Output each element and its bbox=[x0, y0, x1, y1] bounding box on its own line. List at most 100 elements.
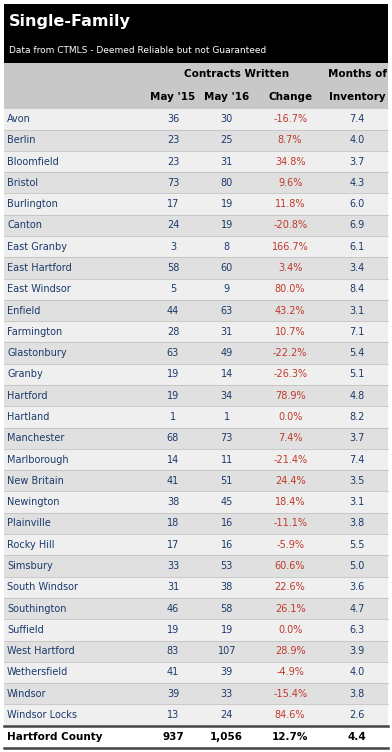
Text: 8.4: 8.4 bbox=[350, 284, 365, 294]
Text: 36: 36 bbox=[167, 114, 179, 124]
Text: 4.3: 4.3 bbox=[350, 177, 365, 188]
Text: 30: 30 bbox=[221, 114, 233, 124]
Text: -26.3%: -26.3% bbox=[273, 369, 307, 380]
Text: Inventory: Inventory bbox=[329, 92, 386, 102]
Text: 1,056: 1,056 bbox=[210, 732, 243, 742]
Bar bbox=[4, 577, 388, 598]
Text: 3.1: 3.1 bbox=[350, 497, 365, 507]
Text: Manchester: Manchester bbox=[7, 433, 64, 443]
Text: 9.6%: 9.6% bbox=[278, 177, 302, 188]
Text: South Windsor: South Windsor bbox=[7, 582, 78, 593]
Text: Single-Family: Single-Family bbox=[9, 14, 131, 29]
Text: 6.1: 6.1 bbox=[350, 241, 365, 252]
Text: Glastonbury: Glastonbury bbox=[7, 348, 67, 358]
Text: -20.8%: -20.8% bbox=[273, 220, 307, 230]
Text: 3.4: 3.4 bbox=[350, 263, 365, 273]
Text: 107: 107 bbox=[218, 646, 236, 656]
Text: May '15: May '15 bbox=[150, 92, 196, 102]
Text: Data from CTMLS - Deemed Reliable but not Guaranteed: Data from CTMLS - Deemed Reliable but no… bbox=[9, 47, 266, 55]
Text: Plainville: Plainville bbox=[7, 518, 51, 529]
Text: 14: 14 bbox=[221, 369, 233, 380]
Text: Farmington: Farmington bbox=[7, 327, 62, 337]
Text: 22.6%: 22.6% bbox=[275, 582, 305, 593]
Text: 7.4: 7.4 bbox=[350, 454, 365, 465]
Text: East Hartford: East Hartford bbox=[7, 263, 72, 273]
Text: 1: 1 bbox=[224, 412, 230, 422]
Text: 3.8: 3.8 bbox=[350, 518, 365, 529]
Text: 9: 9 bbox=[224, 284, 230, 294]
Bar bbox=[4, 172, 388, 193]
Text: Rocky Hill: Rocky Hill bbox=[7, 540, 54, 550]
Text: 3.5: 3.5 bbox=[350, 476, 365, 486]
Text: 73: 73 bbox=[221, 433, 233, 443]
Bar bbox=[4, 492, 388, 513]
Text: 17: 17 bbox=[167, 199, 179, 209]
Text: 3.8: 3.8 bbox=[350, 689, 365, 699]
Text: 83: 83 bbox=[167, 646, 179, 656]
Text: 4.7: 4.7 bbox=[350, 604, 365, 614]
Text: -4.9%: -4.9% bbox=[276, 668, 304, 678]
Text: 2.6: 2.6 bbox=[350, 710, 365, 720]
Bar bbox=[4, 151, 388, 172]
Text: 6.0: 6.0 bbox=[350, 199, 365, 209]
Text: -5.9%: -5.9% bbox=[276, 540, 304, 550]
Text: 24: 24 bbox=[167, 220, 179, 230]
Bar bbox=[4, 385, 388, 406]
Text: 18: 18 bbox=[167, 518, 179, 529]
Text: 73: 73 bbox=[167, 177, 179, 188]
Text: Hartford: Hartford bbox=[7, 391, 47, 401]
Text: 33: 33 bbox=[221, 689, 233, 699]
Text: 24.4%: 24.4% bbox=[275, 476, 305, 486]
Bar bbox=[4, 86, 388, 108]
Text: 4.0: 4.0 bbox=[350, 668, 365, 678]
Bar bbox=[4, 641, 388, 662]
Text: 3.6: 3.6 bbox=[350, 582, 365, 593]
Text: -22.2%: -22.2% bbox=[273, 348, 307, 358]
Text: 18.4%: 18.4% bbox=[275, 497, 305, 507]
Text: 45: 45 bbox=[221, 497, 233, 507]
Text: 25: 25 bbox=[220, 135, 233, 145]
Text: 19: 19 bbox=[167, 391, 179, 401]
Text: 3.4%: 3.4% bbox=[278, 263, 302, 273]
Text: Newington: Newington bbox=[7, 497, 60, 507]
Text: 58: 58 bbox=[221, 604, 233, 614]
Text: 1: 1 bbox=[170, 412, 176, 422]
Text: 34: 34 bbox=[221, 391, 233, 401]
Text: 19: 19 bbox=[221, 625, 233, 635]
Bar bbox=[4, 683, 388, 705]
Text: 58: 58 bbox=[167, 263, 179, 273]
Bar bbox=[4, 470, 388, 492]
Text: 41: 41 bbox=[167, 476, 179, 486]
Text: 24: 24 bbox=[221, 710, 233, 720]
Bar bbox=[4, 4, 388, 38]
Text: Canton: Canton bbox=[7, 220, 42, 230]
Text: 23: 23 bbox=[167, 156, 179, 166]
Text: 6.3: 6.3 bbox=[350, 625, 365, 635]
Text: 46: 46 bbox=[167, 604, 179, 614]
Text: 44: 44 bbox=[167, 305, 179, 316]
Text: 31: 31 bbox=[221, 327, 233, 337]
Bar bbox=[4, 534, 388, 556]
Bar bbox=[4, 38, 388, 63]
Bar bbox=[4, 278, 388, 300]
Text: Hartland: Hartland bbox=[7, 412, 49, 422]
Text: Hartford County: Hartford County bbox=[7, 732, 103, 742]
Text: 39: 39 bbox=[167, 689, 179, 699]
Text: -15.4%: -15.4% bbox=[273, 689, 307, 699]
Text: 41: 41 bbox=[167, 668, 179, 678]
Text: Wethersfield: Wethersfield bbox=[7, 668, 68, 678]
Text: 51: 51 bbox=[221, 476, 233, 486]
Bar bbox=[4, 300, 388, 321]
Text: Change: Change bbox=[268, 92, 312, 102]
Bar bbox=[4, 619, 388, 641]
Text: 53: 53 bbox=[221, 561, 233, 571]
Bar bbox=[4, 321, 388, 342]
Text: 0.0%: 0.0% bbox=[278, 625, 302, 635]
Text: 3.7: 3.7 bbox=[350, 433, 365, 443]
Text: East Granby: East Granby bbox=[7, 241, 67, 252]
Text: 5.5: 5.5 bbox=[350, 540, 365, 550]
Text: 4.8: 4.8 bbox=[350, 391, 365, 401]
Text: 31: 31 bbox=[167, 582, 179, 593]
Bar bbox=[4, 215, 388, 236]
Text: 7.4%: 7.4% bbox=[278, 433, 302, 443]
